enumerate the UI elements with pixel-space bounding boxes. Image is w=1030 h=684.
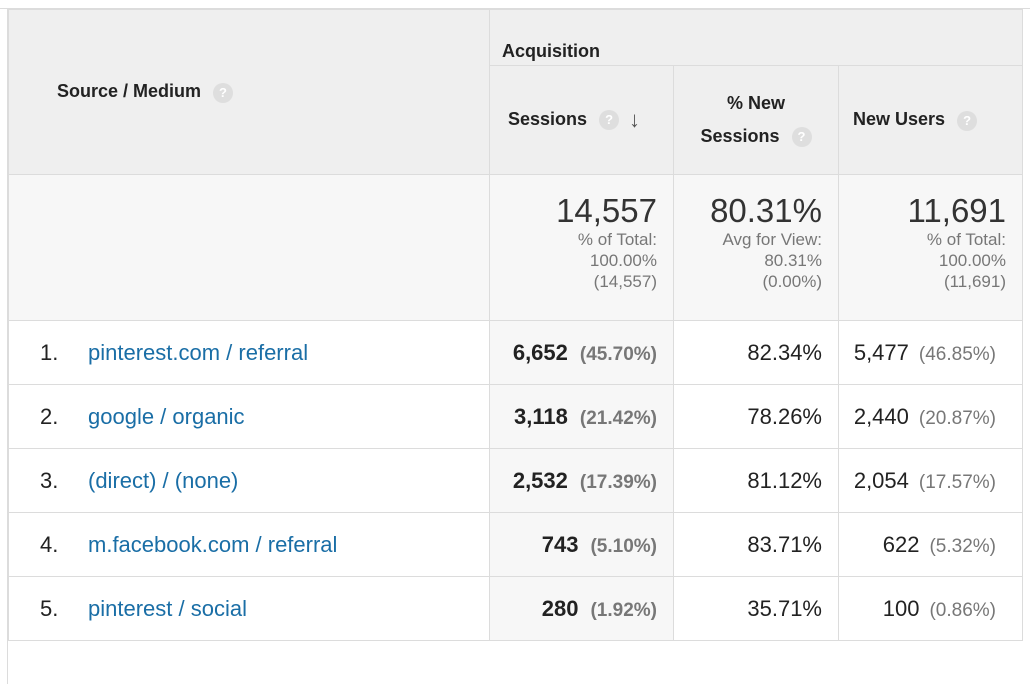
acquisition-label: Acquisition xyxy=(502,41,600,61)
sessions-value: 743 xyxy=(541,531,579,557)
source-medium-label: Source / Medium xyxy=(57,81,202,102)
new-users-value: 5,477 xyxy=(853,339,909,365)
totals-new-sessions-caption: Avg for View: xyxy=(722,230,822,249)
sessions-cell: 3,118 (21.42%) xyxy=(489,384,674,449)
totals-new-sessions-cell: 80.31% Avg for View: 80.31% (0.00%) xyxy=(673,174,839,321)
totals-new-sessions-avg: 80.31% xyxy=(764,251,822,270)
new-users-value: 622 xyxy=(882,531,920,557)
new-sessions-value: 83.71% xyxy=(747,531,822,557)
new-users-cell: 622 (5.32%) xyxy=(838,512,1023,577)
new-users-cell: 100 (0.86%) xyxy=(838,576,1023,641)
help-icon[interactable]: ? xyxy=(599,110,620,130)
totals-row: 14,557 % of Total: 100.00% (14,557) 80.3… xyxy=(8,174,1023,321)
source-cell: 4. m.facebook.com / referral xyxy=(8,512,490,577)
sessions-value: 6,652 xyxy=(512,339,568,365)
new-sessions-value: 82.34% xyxy=(747,339,822,365)
source-cell: 5. pinterest / social xyxy=(8,576,490,641)
acquisition-group-header: Acquisition xyxy=(489,9,1023,66)
totals-new-users-count: (11,691) xyxy=(943,272,1006,291)
sessions-value: 2,532 xyxy=(512,467,568,493)
new-sessions-cell: 78.26% xyxy=(673,384,839,449)
new-sessions-cell: 82.34% xyxy=(673,320,839,385)
source-link[interactable]: pinterest.com / referral xyxy=(88,339,309,365)
source-medium-header[interactable]: Source / Medium? xyxy=(8,9,490,175)
top-border xyxy=(0,8,1030,9)
new-users-cell: 5,477 (46.85%) xyxy=(838,320,1023,385)
source-cell: 2. google / organic xyxy=(8,384,490,449)
totals-new-sessions-delta: (0.00%) xyxy=(762,272,822,291)
new-sessions-value: 78.26% xyxy=(747,403,822,429)
new-users-value: 2,054 xyxy=(853,467,909,493)
totals-label-cell xyxy=(8,174,490,321)
new-users-value: 2,440 xyxy=(853,403,909,429)
totals-new-sessions-value: 80.31% xyxy=(710,192,822,229)
help-icon[interactable]: ? xyxy=(957,110,978,131)
new-users-cell: 2,054 (17.57%) xyxy=(838,448,1023,513)
table-row: 1. pinterest.com / referral 6,652 (45.70%)… xyxy=(8,320,1023,385)
totals-new-users-cell: 11,691 % of Total: 100.00% (11,691) xyxy=(838,174,1023,321)
totals-sessions-percent: 100.00% xyxy=(589,251,657,270)
sessions-cell: 280 (1.92%) xyxy=(489,576,674,641)
totals-sessions-cell: 14,557 % of Total: 100.00% (14,557) xyxy=(489,174,674,321)
row-rank: 1. xyxy=(40,339,59,365)
source-link[interactable]: m.facebook.com / referral xyxy=(88,531,338,557)
help-icon[interactable]: ? xyxy=(791,127,812,148)
row-rank: 2. xyxy=(40,403,59,429)
totals-new-users-percent: 100.00% xyxy=(938,251,1006,270)
totals-new-users-caption: % of Total: xyxy=(926,230,1006,249)
row-rank: 3. xyxy=(40,467,59,493)
new-sessions-cell: 35.71% xyxy=(673,576,839,641)
totals-new-users-value: 11,691 xyxy=(907,192,1006,229)
sessions-percent: (45.70%) xyxy=(579,343,657,365)
new-sessions-label-line2: Sessions xyxy=(700,126,780,146)
new-sessions-header[interactable]: % New Sessions? xyxy=(673,65,839,175)
sort-descending-icon[interactable]: ↓ xyxy=(629,107,641,132)
row-rank: 5. xyxy=(40,595,59,621)
sessions-cell: 2,532 (17.39%) xyxy=(489,448,674,513)
source-link[interactable]: pinterest / social xyxy=(88,595,247,621)
help-icon[interactable]: ? xyxy=(213,82,234,103)
new-sessions-value: 35.71% xyxy=(747,595,822,621)
sessions-percent: (1.92%) xyxy=(590,599,657,621)
new-sessions-cell: 81.12% xyxy=(673,448,839,513)
new-sessions-label-line1: % New xyxy=(726,93,786,113)
table-row: 2. google / organic 3,118 (21.42%) 78.26% … xyxy=(8,384,1023,449)
new-users-percent: (0.86%) xyxy=(929,599,996,621)
left-edge-column xyxy=(0,9,8,684)
sessions-cell: 743 (5.10%) xyxy=(489,512,674,577)
row-rank: 4. xyxy=(40,531,59,557)
sessions-label: Sessions xyxy=(508,108,588,129)
new-users-label: New Users xyxy=(853,109,946,130)
new-users-value: 100 xyxy=(882,595,920,621)
new-users-percent: (20.87%) xyxy=(918,407,996,429)
totals-sessions-caption: % of Total: xyxy=(577,230,657,249)
source-cell: 1. pinterest.com / referral xyxy=(8,320,490,385)
report-table: Source / Medium? Acquisition Sessions? ↓ … xyxy=(8,9,1023,641)
source-link[interactable]: google / organic xyxy=(88,403,245,429)
table-row: 4. m.facebook.com / referral 743 (5.10%) 8… xyxy=(8,512,1023,577)
sessions-header[interactable]: Sessions? ↓ xyxy=(489,65,674,175)
new-sessions-cell: 83.71% xyxy=(673,512,839,577)
new-users-percent: (17.57%) xyxy=(918,471,996,493)
source-link[interactable]: (direct) / (none) xyxy=(88,467,239,493)
sessions-value: 3,118 xyxy=(514,403,568,429)
new-users-percent: (46.85%) xyxy=(918,343,996,365)
new-users-header[interactable]: New Users? xyxy=(838,65,1023,175)
source-cell: 3. (direct) / (none) xyxy=(8,448,490,513)
sessions-percent: (21.42%) xyxy=(579,407,657,429)
table-row: 3. (direct) / (none) 2,532 (17.39%) 81.12%… xyxy=(8,448,1023,513)
sessions-cell: 6,652 (45.70%) xyxy=(489,320,674,385)
new-users-cell: 2,440 (20.87%) xyxy=(838,384,1023,449)
sessions-value: 280 xyxy=(541,595,579,621)
sessions-percent: (5.10%) xyxy=(590,535,657,557)
sessions-percent: (17.39%) xyxy=(579,471,657,493)
totals-sessions-value: 14,557 xyxy=(556,192,657,229)
new-users-percent: (5.32%) xyxy=(929,535,996,557)
totals-sessions-count: (14,557) xyxy=(593,272,657,291)
new-sessions-value: 81.12% xyxy=(747,467,822,493)
table-row: 5. pinterest / social 280 (1.92%) 35.71% 1… xyxy=(8,576,1023,641)
